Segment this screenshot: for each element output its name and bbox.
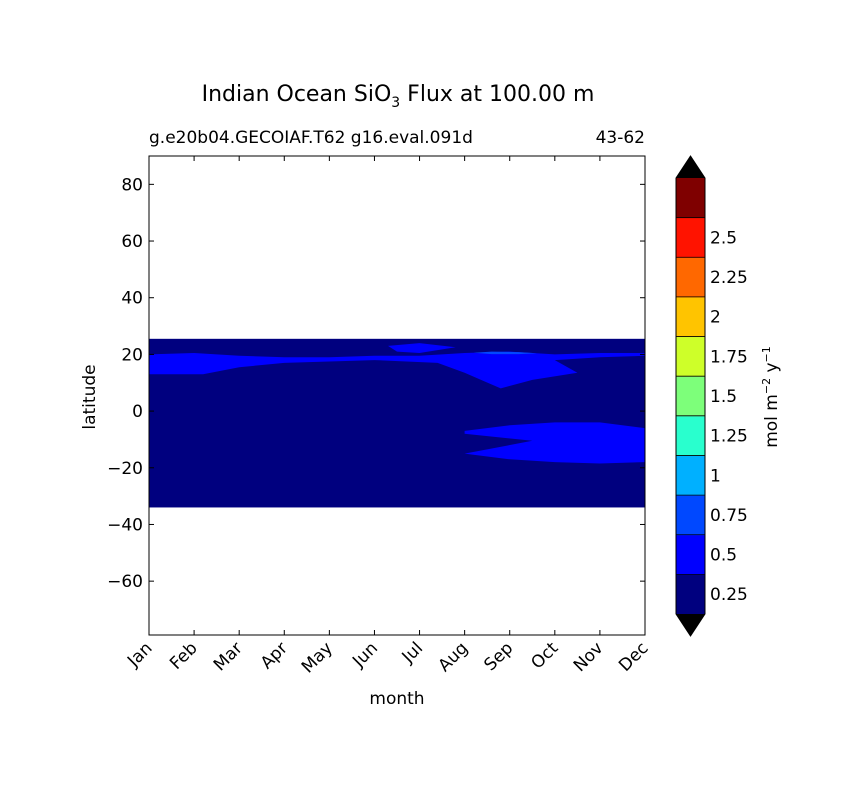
- y-tick-label: 80: [121, 175, 143, 195]
- x-tick-label: Jan: [123, 638, 156, 671]
- y-tick-label: 20: [121, 345, 143, 365]
- colorbar-segment: [676, 415, 705, 456]
- y-tick-label: −20: [107, 459, 143, 479]
- x-tick-label: Jul: [398, 638, 427, 667]
- colorbar-tick-label: 2.5: [710, 228, 737, 248]
- colorbar-tick-label: 0.25: [710, 585, 748, 605]
- colorbar-tick-label: 0.75: [710, 506, 748, 526]
- colorbar-segment: [676, 296, 705, 338]
- subtitle-right: 43-62: [596, 128, 645, 148]
- chart-title-subscript: 3: [391, 95, 400, 111]
- y-tick-label: 40: [121, 289, 143, 309]
- colorbar-under-triangle: [676, 614, 705, 636]
- chart-title-suffix: Flux at 100.00 m: [400, 82, 594, 107]
- colorbar-segment: [676, 336, 705, 377]
- x-tick-label: Dec: [615, 638, 652, 675]
- colorbar-segment: [676, 574, 705, 615]
- colorbar-segment: [676, 534, 705, 575]
- plot-area: [148, 155, 646, 636]
- x-tick-label: Mar: [210, 638, 247, 675]
- colorbar-tick-label: 1.75: [710, 347, 748, 367]
- x-tick-label: Nov: [570, 638, 608, 676]
- chart-title-prefix: Indian Ocean SiO: [202, 82, 392, 107]
- colorbar: 0.25 0.5 0.75 1 1.25 1.5 1.75 2 2.25 2.5: [675, 155, 748, 637]
- x-tick-label: Jun: [348, 638, 382, 672]
- colorbar-tick-label: 2: [710, 308, 721, 328]
- x-tick-label: Aug: [435, 638, 473, 676]
- colorbar-label: mol m−2 y−1: [760, 346, 782, 448]
- colorbar-segment: [676, 257, 705, 298]
- colorbar-segment: [676, 495, 705, 536]
- colorbar-label-exp1: −2: [760, 378, 773, 394]
- plot-frame: [148, 155, 646, 636]
- colorbar-segment: [676, 217, 705, 258]
- colorbar-tick-label: 2.25: [710, 268, 748, 288]
- x-tick-label: Sep: [480, 638, 517, 675]
- x-axis-label: month: [369, 689, 424, 709]
- x-tick-label: Oct: [527, 638, 562, 673]
- y-tick-label: −40: [107, 515, 143, 535]
- subtitle-left: g.e20b04.GECOIAF.T62 g16.eval.091d: [149, 128, 473, 148]
- y-tick-label: 60: [121, 232, 143, 252]
- y-axis-label: latitude: [80, 364, 100, 429]
- colorbar-segment: [676, 178, 705, 219]
- colorbar-segment: [676, 455, 705, 496]
- x-tick-label: Feb: [166, 638, 201, 673]
- y-axis: 80 60 40 20 0 −20 −40 −60: [107, 175, 645, 592]
- x-tick-label: May: [298, 638, 337, 677]
- x-tick-label: Apr: [257, 638, 292, 673]
- contour-region-4: [473, 351, 537, 355]
- colorbar-label-main: mol m: [762, 394, 782, 448]
- colorbar-tick-label: 0.5: [710, 546, 737, 566]
- y-tick-label: 0: [132, 402, 143, 422]
- chart-title: Indian Ocean SiO3 Flux at 100.00 m: [202, 82, 595, 111]
- y-tick-label: −60: [107, 572, 143, 592]
- colorbar-over-triangle: [676, 156, 705, 178]
- colorbar-tick-label: 1: [710, 466, 721, 486]
- colorbar-tick-label: 1.25: [710, 427, 748, 447]
- colorbar-tick-label: 1.5: [710, 387, 737, 407]
- contour-region-2: [388, 343, 456, 353]
- colorbar-outline: [675, 155, 706, 637]
- contour-region-3: [464, 422, 645, 464]
- colorbar-segment: [676, 376, 705, 417]
- colorbar-label-exp2: −1: [760, 346, 773, 362]
- colorbar-label-mid: y: [762, 362, 782, 377]
- contour-region-1: [149, 351, 645, 389]
